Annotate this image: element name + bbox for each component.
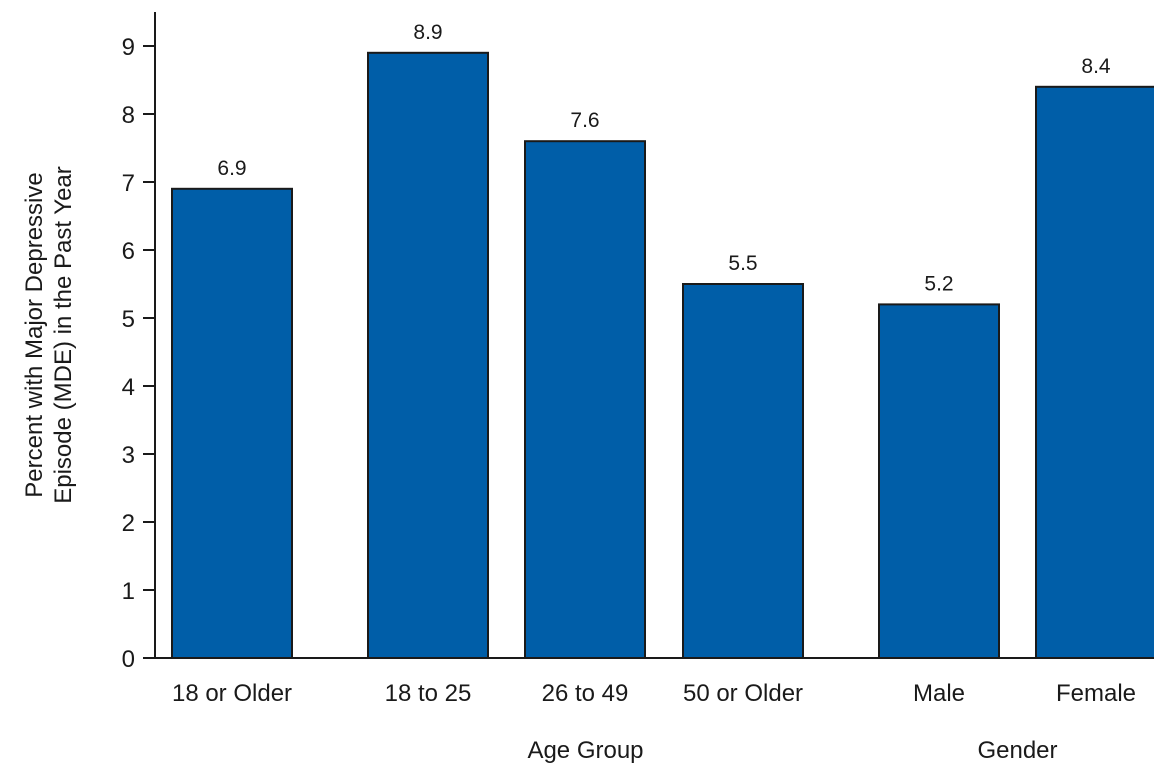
y-tick-label: 3 [122, 442, 135, 469]
y-tick-label: 2 [122, 510, 135, 537]
data-label: 7.6 [570, 109, 599, 132]
bar-18-or-older [171, 187, 293, 660]
y-axis-ticks: 0 1 2 3 4 5 6 7 8 9 [122, 34, 155, 673]
data-label: 6.9 [217, 157, 246, 180]
bar-18-to-25 [367, 51, 489, 660]
y-tick-label: 8 [122, 102, 135, 129]
bar-female [1035, 85, 1154, 660]
x-tick-label: Male [913, 680, 965, 707]
y-axis-title: Percent with Major Depressive Episode (M… [21, 166, 77, 504]
x-axis-groups: Age Group Gender [527, 737, 1057, 763]
x-tick-label: Female [1056, 680, 1136, 707]
axes [154, 12, 1154, 659]
x-tick-label: 26 to 49 [542, 680, 629, 707]
bar-26-to-49 [524, 140, 646, 659]
data-label: 5.2 [924, 272, 953, 295]
group-label-gender: Gender [977, 737, 1057, 763]
data-label: 8.4 [1081, 55, 1111, 78]
x-axis-categories: 18 or Older 18 to 25 26 to 49 50 or Older Ma… [172, 680, 1136, 707]
y-axis-title-line-1: Percent with Major Depressive [21, 172, 48, 497]
y-tick-label: 1 [122, 578, 135, 605]
bar-male [878, 303, 1000, 659]
y-tick-label: 4 [122, 374, 135, 401]
y-tick-label: 6 [122, 238, 135, 265]
x-tick-label: 50 or Older [683, 680, 803, 707]
bars: 6.9 8.9 7.6 5.5 5.2 8.4 [171, 21, 1154, 660]
data-label: 5.5 [728, 252, 757, 275]
y-tick-label: 7 [122, 170, 135, 197]
y-tick-label: 0 [122, 646, 135, 673]
x-tick-label: 18 to 25 [385, 680, 472, 707]
y-tick-label: 9 [122, 34, 135, 61]
group-label-age-group: Age Group [527, 737, 643, 763]
bar-50-or-older [682, 283, 804, 659]
x-tick-label: 18 or Older [172, 680, 292, 707]
y-axis-title-line-2: Episode (MDE) in the Past Year [50, 166, 77, 504]
y-tick-label: 5 [122, 306, 135, 333]
data-label: 8.9 [413, 21, 442, 44]
